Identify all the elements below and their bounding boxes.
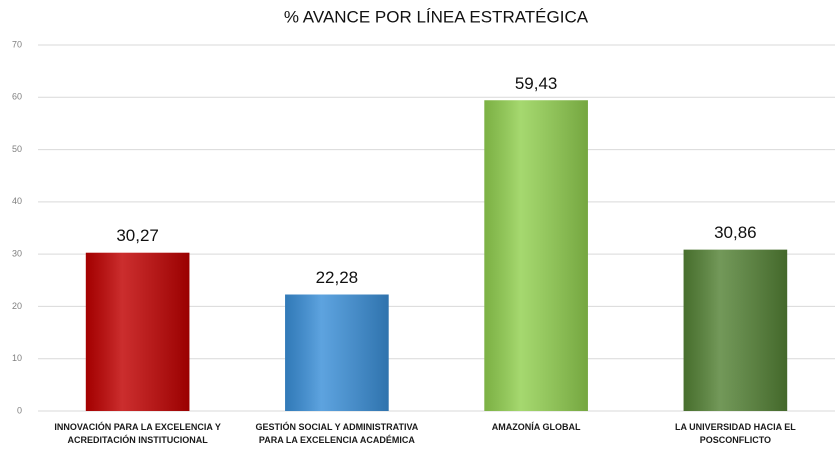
value-label: 22,28 <box>316 268 359 287</box>
value-label: 59,43 <box>515 74 558 93</box>
y-tick-label: 40 <box>12 196 22 206</box>
y-tick-label: 20 <box>12 301 22 311</box>
y-tick-label: 0 <box>17 405 22 415</box>
x-tick-label: AMAZONÍA GLOBAL <box>492 422 581 432</box>
y-tick-label: 70 <box>12 39 22 49</box>
x-tick-label: INNOVACIÓN PARA LA EXCELENCIA Y ACREDITAC… <box>54 421 221 445</box>
y-tick-label: 60 <box>12 92 22 102</box>
value-label: 30,86 <box>714 223 757 242</box>
x-tick-label: GESTIÓN SOCIAL Y ADMINISTRATIVA PARA LA E… <box>255 421 418 445</box>
value-label: 30,27 <box>116 226 159 245</box>
bar <box>484 100 588 412</box>
y-tick-label: 50 <box>12 144 22 154</box>
chart-title: % AVANCE POR LÍNEA ESTRATÉGICA <box>284 7 589 26</box>
bar <box>85 252 190 411</box>
y-tick-label: 10 <box>12 353 22 363</box>
x-tick-label: LA UNIVERSIDAD HACIA EL POSCONFLICTO <box>675 422 796 445</box>
bar <box>285 294 389 411</box>
y-tick-label: 30 <box>12 249 22 259</box>
bar <box>683 249 788 411</box>
